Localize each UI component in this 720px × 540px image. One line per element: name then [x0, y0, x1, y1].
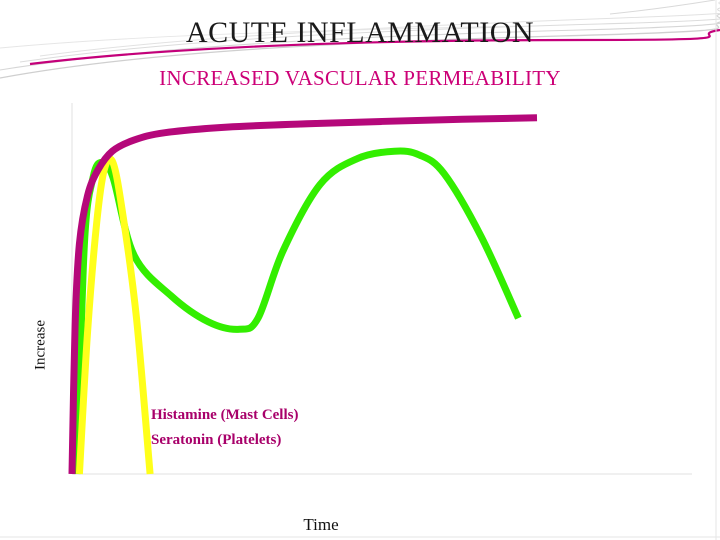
y-axis-label: Increase — [32, 320, 49, 370]
annotation-seratonin: Seratonin (Platelets) — [151, 432, 282, 448]
annotation-histamine: Histamine (Mast Cells) — [151, 407, 299, 423]
decor-accent-line — [29, 28, 720, 66]
decor-swoosh-line — [19, 7, 720, 63]
decor-swoosh-line — [609, 0, 716, 15]
page-title: ACUTE INFLAMMATION — [185, 16, 535, 49]
page-subtitle: INCREASED VASCULAR PERMEABILITY — [159, 66, 561, 90]
decor-swoosh-line — [0, 25, 521, 49]
series-line-magenta — [68, 114, 538, 475]
x-axis-label: Time — [303, 515, 339, 534]
decor-swoosh-line — [39, 1, 720, 57]
decor-swoosh-line — [0, 21, 720, 79]
